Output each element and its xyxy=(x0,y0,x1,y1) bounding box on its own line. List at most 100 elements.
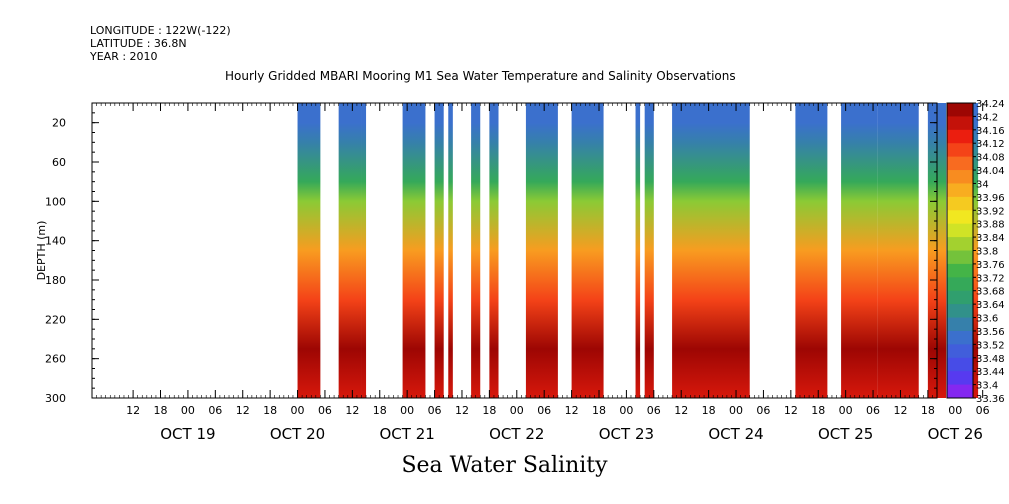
x-tick-label: 00 xyxy=(839,404,853,417)
x-date-label: OCT 22 xyxy=(489,425,544,443)
y-tick-label: 260 xyxy=(45,353,66,366)
colorbar-label: 34.08 xyxy=(976,153,1005,164)
x-date-label: OCT 26 xyxy=(928,425,983,443)
colorbar-label: 33.8 xyxy=(976,247,998,258)
x-tick-label: 18 xyxy=(482,404,496,417)
x-tick-label: 18 xyxy=(592,404,606,417)
colorbar-segment xyxy=(947,357,973,372)
x-tick-label: 00 xyxy=(400,404,414,417)
data-column xyxy=(571,103,604,398)
colorbar-segment xyxy=(947,143,973,158)
colorbar-label: 34.24 xyxy=(976,99,1005,110)
colorbar-segment xyxy=(947,170,973,184)
x-tick-label: 00 xyxy=(510,404,524,417)
x-tick-label: 18 xyxy=(373,404,387,417)
colorbar-label: 33.84 xyxy=(976,233,1005,244)
x-tick-label: 06 xyxy=(866,404,880,417)
colorbar-label: 33.48 xyxy=(976,354,1005,365)
data-column xyxy=(795,103,828,398)
data-column xyxy=(644,103,654,398)
colorbar-label: 33.4 xyxy=(976,381,998,392)
data-column xyxy=(877,103,919,398)
colorbar-segment xyxy=(947,210,973,225)
data-column xyxy=(434,103,444,398)
x-tick-label: 18 xyxy=(921,404,935,417)
colorbar-label: 34.04 xyxy=(976,166,1005,177)
colorbar-segment xyxy=(947,156,973,171)
colorbar-label: 33.6 xyxy=(976,314,998,325)
y-axis-title: DEPTH (m) xyxy=(35,221,48,281)
longitude-label: LONGITUDE : 122W(-122) xyxy=(90,24,231,37)
colorbar-label: 33.72 xyxy=(976,273,1005,284)
colorbar-label: 33.52 xyxy=(976,340,1005,351)
x-tick-label: 06 xyxy=(208,404,222,417)
x-tick-label: 06 xyxy=(976,404,990,417)
x-tick-label: 00 xyxy=(619,404,633,417)
colorbar-label: 33.56 xyxy=(976,327,1005,338)
x-tick-label: 12 xyxy=(345,404,359,417)
colorbar-segment xyxy=(947,344,973,359)
colorbar-label: 34.16 xyxy=(976,126,1005,137)
colorbar-segment xyxy=(947,183,973,198)
data-column xyxy=(338,103,362,398)
colorbar-label: 33.64 xyxy=(976,300,1005,311)
x-tick-label: 00 xyxy=(729,404,743,417)
colorbar-segment xyxy=(947,277,973,292)
colorbar-segment xyxy=(947,116,973,131)
colorbar-segment xyxy=(947,250,973,265)
data-column xyxy=(489,103,499,398)
y-tick-label: 20 xyxy=(52,117,66,130)
year-label: YEAR : 2010 xyxy=(90,50,158,63)
colorbar-segment xyxy=(947,223,973,238)
y-tick-label: 100 xyxy=(45,195,66,208)
colorbar-segment xyxy=(947,237,973,251)
colorbar-segment xyxy=(947,384,973,399)
y-tick-label: 140 xyxy=(45,235,66,248)
x-date-label: OCT 23 xyxy=(599,425,654,443)
axes: 20 60 100 140 180 220 260 300 DEPTH (m) 12 18 00 06 1… xyxy=(35,102,990,443)
x-date-label: OCT 24 xyxy=(708,425,763,443)
colorbar-segment xyxy=(947,196,973,211)
x-tick-label: 06 xyxy=(428,404,442,417)
colorbar-label: 33.96 xyxy=(976,193,1005,204)
data-column xyxy=(297,103,321,398)
data-column xyxy=(402,103,426,398)
x-tick-label: 12 xyxy=(784,404,798,417)
x-tick-label: 00 xyxy=(948,404,962,417)
colorbar-segment xyxy=(947,371,973,386)
x-date-label: OCT 21 xyxy=(380,425,435,443)
colorbar-label: 33.88 xyxy=(976,220,1005,231)
x-tick-label: 00 xyxy=(181,404,195,417)
x-tick-label: 12 xyxy=(565,404,579,417)
x-tick-label: 06 xyxy=(756,404,770,417)
latitude-label: LATITUDE : 36.8N xyxy=(90,37,187,50)
colorbar: 34.24 34.2 34.16 34.12 34.08 34.04 34 33.96 33.9… xyxy=(946,99,1005,405)
data-column xyxy=(841,103,878,398)
colorbar-label: 34.2 xyxy=(976,112,998,123)
y-tick-label: 180 xyxy=(45,274,66,287)
colorbar-label: 33.68 xyxy=(976,287,1005,298)
y-tick-label: 60 xyxy=(52,156,66,169)
x-axis-title: Sea Water Salinity xyxy=(401,453,608,478)
x-tick-label: 12 xyxy=(126,404,140,417)
colorbar-segment xyxy=(947,103,973,117)
colorbar-segment xyxy=(947,330,973,345)
data-column xyxy=(448,103,453,398)
colorbar-segment xyxy=(947,129,973,144)
y-tick-label: 300 xyxy=(45,392,66,405)
x-date-label: OCT 19 xyxy=(160,425,215,443)
colorbar-segment xyxy=(947,290,973,305)
colorbar-segment xyxy=(947,317,973,332)
colorbar-label: 33.76 xyxy=(976,260,1005,271)
colorbar-segment xyxy=(947,263,973,278)
x-tick-label: 12 xyxy=(674,404,688,417)
data-column xyxy=(635,103,641,398)
x-tick-label: 06 xyxy=(537,404,551,417)
colorbar-segment xyxy=(947,304,973,319)
colorbar-label: 34.12 xyxy=(976,139,1005,150)
plot-area xyxy=(92,103,979,398)
colorbar-label: 33.92 xyxy=(976,206,1005,217)
x-tick-label: 06 xyxy=(647,404,661,417)
x-date-label: OCT 25 xyxy=(818,425,873,443)
